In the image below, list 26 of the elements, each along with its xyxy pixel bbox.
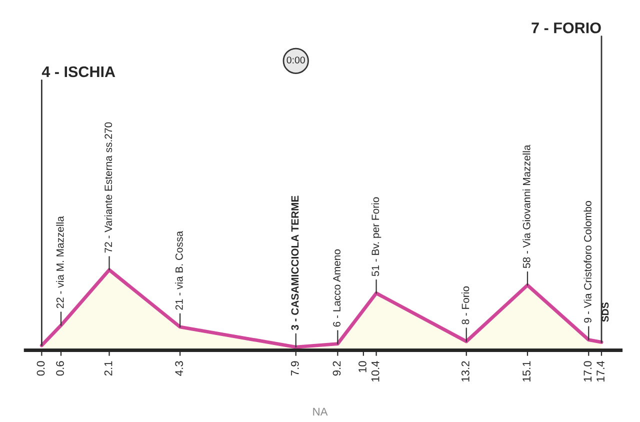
x-tick-label: 7.9 xyxy=(290,361,299,376)
x-tick-label: 0.6 xyxy=(56,361,64,376)
text: 6 - Lacco Ameno xyxy=(333,249,340,327)
x-tick-label: 13.2 xyxy=(461,361,470,382)
x-tick-label: 10 xyxy=(358,361,366,372)
text: NA xyxy=(313,408,328,416)
text: 22 - via M. Mazzella xyxy=(56,216,64,308)
text: 72 - Variante Esterna ss.270 xyxy=(104,122,112,253)
text: 9 - Via Cristoforo Colombo xyxy=(584,201,592,323)
x-tick-label: 0.0 xyxy=(36,361,45,376)
text: 58 - Via Giovanni Mazzella xyxy=(522,144,530,268)
text: 4 - ISCHIA xyxy=(42,66,116,78)
x-tick-label: 2.1 xyxy=(104,361,112,376)
x-tick-label: 4.3 xyxy=(175,361,184,376)
x-tick-label: 17.0 xyxy=(584,361,592,382)
text: 7 - FORIO xyxy=(532,22,601,34)
text: 51 - Bv. per Forio xyxy=(371,197,382,276)
text: 21 - via B. Cossa xyxy=(175,230,183,310)
text: 3 - CASAMICCIOLA TERME xyxy=(291,196,299,330)
x-tick-label: 9.2 xyxy=(332,361,341,376)
x-tick-label: 15.1 xyxy=(522,361,530,382)
x-tick-label: 17.4 xyxy=(596,361,604,382)
text: 8 - Forio xyxy=(462,286,470,324)
x-tick-label: 10.4 xyxy=(371,361,380,382)
annotation: SDS xyxy=(602,302,609,322)
text: 0:00 xyxy=(286,56,305,64)
